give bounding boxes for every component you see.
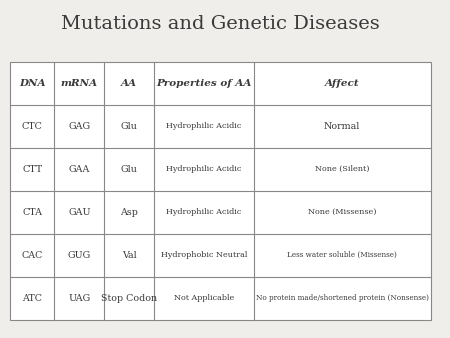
Text: Hydrophilic Acidic: Hydrophilic Acidic [166, 165, 242, 173]
Text: Val: Val [122, 251, 136, 260]
Text: None (Missense): None (Missense) [308, 208, 377, 216]
Text: UAG: UAG [68, 294, 90, 303]
Text: Glu: Glu [121, 165, 138, 174]
Text: Not Applicable: Not Applicable [174, 294, 234, 302]
Text: CTA: CTA [22, 208, 42, 217]
Text: CAC: CAC [22, 251, 43, 260]
Text: Stop Codon: Stop Codon [101, 294, 157, 303]
Text: Less water soluble (Missense): Less water soluble (Missense) [287, 251, 397, 259]
Text: Hydrophobic Neutral: Hydrophobic Neutral [161, 251, 247, 259]
Text: Glu: Glu [121, 122, 138, 131]
Text: Affect: Affect [325, 79, 360, 88]
Text: Properties of AA: Properties of AA [156, 79, 252, 88]
Text: Hydrophilic Acidic: Hydrophilic Acidic [166, 122, 242, 130]
Text: GAA: GAA [69, 165, 90, 174]
Text: Mutations and Genetic Diseases: Mutations and Genetic Diseases [61, 15, 380, 33]
Text: None (Silent): None (Silent) [315, 165, 369, 173]
Text: AA: AA [121, 79, 137, 88]
Text: GUG: GUG [68, 251, 91, 260]
Text: No protein made/shortened protein (Nonsense): No protein made/shortened protein (Nonse… [256, 294, 429, 302]
Text: Normal: Normal [324, 122, 360, 131]
Text: DNA: DNA [19, 79, 45, 88]
Text: ATC: ATC [22, 294, 42, 303]
Text: Hydrophilic Acidic: Hydrophilic Acidic [166, 208, 242, 216]
Text: mRNA: mRNA [61, 79, 98, 88]
Text: CTC: CTC [22, 122, 43, 131]
Text: Asp: Asp [120, 208, 138, 217]
Text: GAG: GAG [68, 122, 90, 131]
Text: CTT: CTT [22, 165, 42, 174]
Text: GAU: GAU [68, 208, 90, 217]
